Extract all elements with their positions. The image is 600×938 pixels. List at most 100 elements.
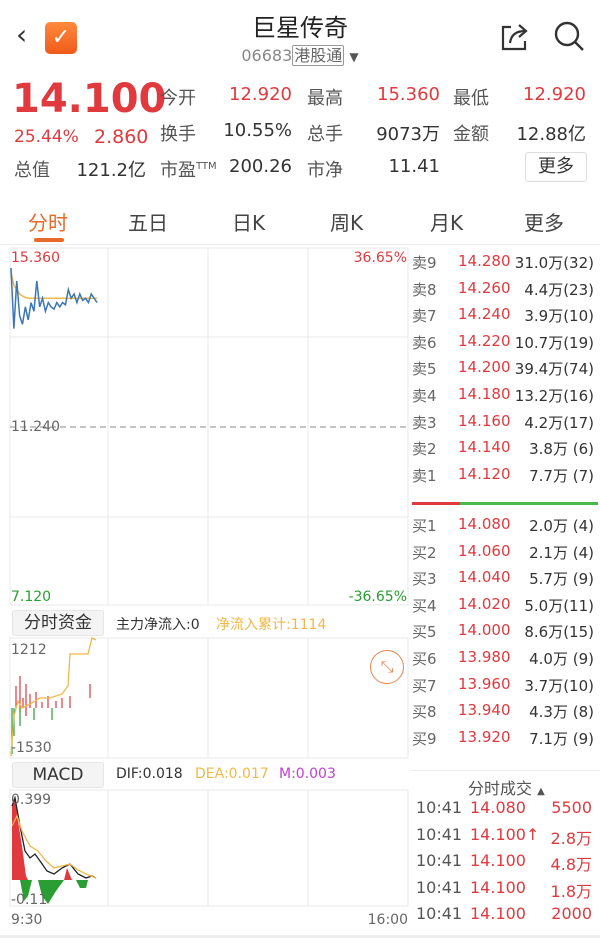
level-price: 13.960 — [458, 674, 511, 693]
back-button[interactable]: ‹ — [16, 18, 28, 51]
dropdown-icon[interactable]: ▼ — [349, 50, 359, 64]
level-volume: 4.3万 (8) — [529, 703, 594, 722]
order-book: 卖9 14.280 31.0万(32) 卖8 14.260 4.4万(23) 卖7 14.24… — [412, 248, 600, 768]
orderbook-row: 卖2 14.140 3.8万 (6) — [412, 438, 600, 464]
cum-flow-line — [10, 637, 97, 757]
macd-dea: DEA:0.017 — [195, 766, 269, 782]
tick-time: 10:41 — [416, 824, 463, 844]
tick-volume: 4.8万 — [550, 855, 592, 874]
quote-label: 最低 — [453, 88, 489, 109]
level-price: 14.040 — [458, 568, 511, 587]
orderbook-row: 卖1 14.120 7.7万 (7) — [412, 465, 600, 491]
expand-icon[interactable]: ⤡ — [370, 650, 404, 684]
level-volume: 3.8万 (6) — [529, 440, 594, 459]
change-percent: 25.44% — [14, 127, 79, 147]
macd-hist-neg — [20, 880, 88, 904]
macd-max: 0.399 — [11, 792, 51, 808]
orderbook-row: 卖5 14.200 39.4万(74) — [412, 358, 600, 384]
axis-down-pct: -36.65% — [349, 589, 407, 605]
level: 卖9 — [412, 254, 437, 272]
tick-row: 10:41 14.100 2000 — [416, 904, 596, 923]
level-volume: 7.1万 (9) — [529, 729, 594, 748]
macd-hist-pos — [64, 868, 72, 880]
orderbook-row: 卖3 14.160 4.2万(17) — [412, 412, 600, 438]
level-volume: 4.2万(17) — [524, 413, 594, 432]
macd-button[interactable]: MACD — [12, 762, 104, 788]
level-price: 14.140 — [458, 438, 511, 457]
quote-value: 11.41 — [388, 156, 440, 177]
level: 卖7 — [412, 307, 437, 326]
quote-value: 10.55% — [223, 120, 292, 141]
panel-frame — [9, 247, 409, 606]
change-amount: 2.860 — [94, 126, 149, 148]
level: 卖2 — [412, 440, 437, 459]
intraday-chart: 15.360 11.240 7.120 36.65% -36.65% 1212 -1530 0… — [9, 247, 409, 928]
tick-price: 14.080 — [470, 798, 526, 817]
level-volume: 5.7万 (9) — [529, 570, 594, 589]
orderbook-row: 买2 14.060 2.1万 (4) — [412, 542, 600, 568]
orderbook-row: 买6 13.980 4.0万 (9) — [412, 648, 600, 674]
tick-row: 10:41 14.080 5500 — [416, 798, 596, 817]
level-price: 13.920 — [458, 727, 511, 746]
dif-line — [11, 795, 97, 879]
stock-code: 06683 — [241, 46, 293, 65]
tick-time: 10:41 — [416, 851, 463, 870]
chart-tabs: 分时 五日 日K 周K 月K 更多 — [0, 195, 600, 245]
tick-volume: 5500 — [551, 798, 592, 817]
level-price: 14.020 — [458, 594, 511, 613]
level-price: 13.940 — [458, 701, 511, 720]
tab-4[interactable]: 月K — [430, 211, 464, 235]
tick-price: 14.100 — [470, 851, 526, 870]
level-price: 14.280 — [458, 252, 511, 270]
level-price: 14.220 — [458, 331, 511, 350]
tick-volume: 1.8万 — [550, 881, 592, 901]
tab-0[interactable]: 分时 — [28, 211, 68, 235]
more-quote-button[interactable]: 更多 — [525, 152, 587, 182]
level-volume: 4.4万(23) — [524, 280, 594, 299]
macd-min: -0.11 — [11, 892, 47, 908]
tab-2[interactable]: 日K — [232, 211, 266, 235]
tab-3[interactable]: 周K — [330, 211, 364, 235]
level-volume: 3.7万(10) — [524, 676, 594, 695]
cumulative-inflow: 净流入累计:1114 — [216, 617, 327, 633]
tab-1[interactable]: 五日 — [128, 211, 168, 235]
quote-value: 200.26 — [229, 156, 292, 177]
time-start: 9:30 — [11, 912, 42, 928]
orderbook-row: 卖7 14.240 3.9万(10) — [412, 305, 600, 331]
tick-price: 14.100 — [470, 877, 526, 897]
quote-value: 12.920 — [229, 84, 292, 105]
ticks-header[interactable]: 分时成交 ▲ — [468, 775, 545, 799]
funds-min: -1530 — [11, 740, 52, 756]
level-price: 14.080 — [458, 515, 511, 533]
tick-row: 10:41 14.100↑ 2.8万 — [416, 824, 596, 848]
quote-label: 总手 — [307, 124, 343, 145]
level-price: 14.060 — [458, 541, 511, 560]
orderbook-row: 买1 14.080 2.0万 (4) — [412, 515, 600, 541]
level-volume: 31.0万(32) — [514, 254, 594, 272]
fund-flow-button[interactable]: 分时资金 — [12, 610, 104, 636]
stock-code-line[interactable]: 06683 港股通 ▼ — [0, 42, 600, 66]
quote-value: 15.360 — [377, 84, 440, 105]
level-volume: 2.1万 (4) — [529, 543, 594, 562]
watchlist-check-icon[interactable]: ✓ — [45, 22, 77, 54]
share-icon[interactable] — [499, 21, 531, 53]
tick-time: 10:41 — [416, 877, 463, 897]
search-icon[interactable] — [553, 20, 585, 52]
level-volume: 7.7万 (7) — [529, 466, 594, 485]
level-volume: 2.0万 (4) — [529, 517, 594, 535]
quote-label: 最高 — [307, 88, 343, 109]
quote-value: 9073万 — [376, 124, 440, 145]
level: 买7 — [412, 676, 437, 695]
tab-5[interactable]: 更多 — [524, 211, 564, 235]
level: 买9 — [412, 729, 437, 748]
stock-name: 巨星传奇 — [252, 14, 348, 42]
collapse-icon: ▲ — [537, 786, 545, 797]
orderbook-row: 买7 13.960 3.7万(10) — [412, 675, 600, 701]
level: 买6 — [412, 650, 437, 668]
tick-row: 10:41 14.100 1.8万 — [416, 877, 596, 901]
level: 买1 — [412, 517, 437, 535]
orderbook-row: 买8 13.940 4.3万 (8) — [412, 701, 600, 727]
level-volume: 3.9万(10) — [524, 307, 594, 326]
level-price: 13.980 — [458, 648, 511, 666]
level: 卖1 — [412, 466, 437, 485]
